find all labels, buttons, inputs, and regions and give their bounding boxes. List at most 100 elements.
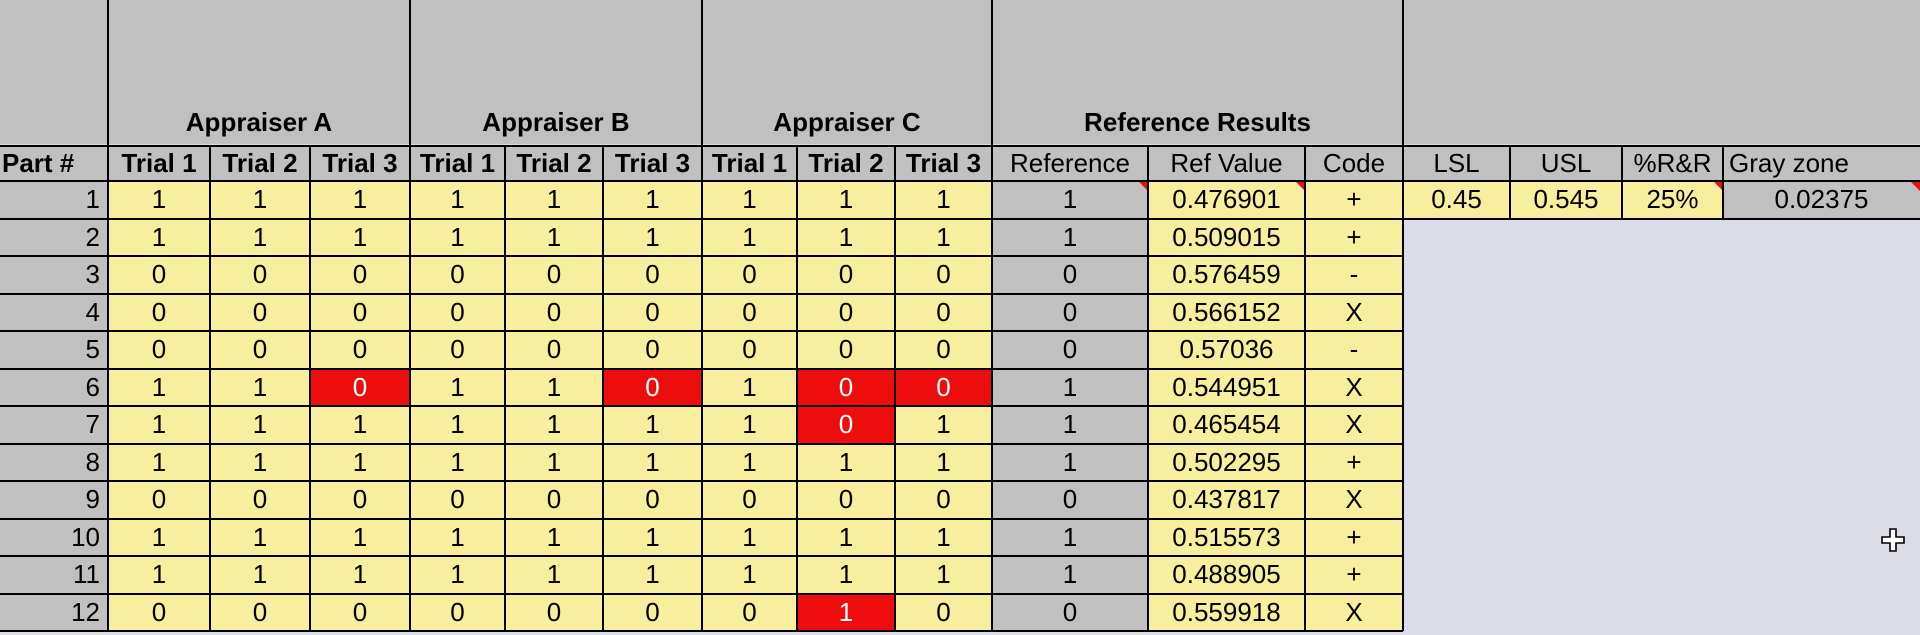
appraiser-b-trial-cell[interactable]: 0 (505, 256, 603, 294)
appraiser-c-trial-cell[interactable]: 0 (702, 481, 797, 519)
ref-value-cell[interactable]: 0.502295 (1148, 443, 1305, 481)
appraiser-b-trial-cell[interactable]: 1 (410, 518, 505, 556)
appraiser-a-trial-cell[interactable]: 0 (210, 481, 310, 519)
code-cell[interactable]: + (1305, 556, 1403, 594)
reference-cell[interactable]: 1 (992, 443, 1148, 481)
appraiser-a-trial-cell[interactable]: 1 (108, 443, 210, 481)
appraiser-a-trial-cell[interactable]: 1 (310, 518, 410, 556)
appraiser-b-trial-cell[interactable]: 1 (410, 443, 505, 481)
appraiser-b-trial-cell[interactable]: 0 (603, 593, 702, 631)
appraiser-a-trial-cell[interactable]: 1 (210, 218, 310, 256)
appraiser-a-trial-cell[interactable]: 1 (108, 218, 210, 256)
appraiser-a-trial-cell[interactable]: 1 (210, 556, 310, 594)
reference-cell[interactable]: 1 (992, 368, 1148, 406)
appraiser-b-trial-cell[interactable]: 1 (505, 218, 603, 256)
appraiser-b-trial-cell[interactable]: 0 (505, 593, 603, 631)
appraiser-b-trial-cell[interactable]: 0 (410, 293, 505, 331)
ref-value-cell[interactable]: 0.509015 (1148, 218, 1305, 256)
appraiser-c-trial-cell[interactable]: 1 (895, 556, 992, 594)
usl-cell[interactable]: 0.545 (1510, 181, 1622, 219)
appraiser-a-trial-cell[interactable]: 0 (310, 256, 410, 294)
appraiser-a-trial-cell[interactable]: 1 (108, 406, 210, 444)
appraiser-a-trial-cell[interactable]: 0 (210, 331, 310, 369)
appraiser-a-trial-cell[interactable]: 1 (210, 406, 310, 444)
appraiser-a-trial-cell[interactable]: 1 (108, 556, 210, 594)
reference-cell[interactable]: 1 (992, 518, 1148, 556)
appraiser-a-trial-cell[interactable]: 0 (310, 293, 410, 331)
appraiser-c-trial-cell[interactable]: 0 (702, 593, 797, 631)
ref-value-cell[interactable]: 0.566152 (1148, 293, 1305, 331)
appraiser-a-trial-cell[interactable]: 0 (310, 481, 410, 519)
reference-cell[interactable]: 1 (992, 218, 1148, 256)
appraiser-b-trial-cell[interactable]: 1 (603, 443, 702, 481)
code-cell[interactable]: + (1305, 181, 1403, 219)
code-cell[interactable]: X (1305, 368, 1403, 406)
code-cell[interactable]: + (1305, 518, 1403, 556)
appraiser-b-trial-cell[interactable]: 0 (505, 293, 603, 331)
appraiser-a-trial-cell[interactable]: 0 (210, 593, 310, 631)
appraiser-b-trial-cell[interactable]: 1 (505, 556, 603, 594)
appraiser-a-trial-cell[interactable]: 1 (210, 181, 310, 219)
appraiser-c-trial-cell[interactable]: 1 (895, 443, 992, 481)
appraiser-b-trial-cell[interactable]: 1 (603, 218, 702, 256)
reference-cell[interactable]: 0 (992, 593, 1148, 631)
appraiser-a-trial-cell[interactable]: 0 (108, 593, 210, 631)
appraiser-b-trial-cell[interactable]: 1 (603, 406, 702, 444)
appraiser-c-trial-cell[interactable]: 1 (797, 518, 895, 556)
appraiser-b-trial-cell[interactable]: 1 (505, 406, 603, 444)
reference-cell[interactable]: 1 (992, 181, 1148, 219)
appraiser-a-trial-cell[interactable]: 1 (108, 518, 210, 556)
appraiser-b-trial-cell[interactable]: 1 (505, 518, 603, 556)
appraiser-c-trial-cell[interactable]: 0 (702, 331, 797, 369)
appraiser-c-trial-cell[interactable]: 1 (895, 518, 992, 556)
appraiser-a-trial-cell[interactable]: 0 (210, 293, 310, 331)
appraiser-c-trial-cell[interactable]: 0 (797, 368, 895, 406)
appraiser-b-trial-cell[interactable]: 1 (505, 443, 603, 481)
appraiser-c-trial-cell[interactable]: 0 (797, 406, 895, 444)
appraiser-b-trial-cell[interactable]: 1 (603, 556, 702, 594)
appraiser-c-trial-cell[interactable]: 1 (702, 406, 797, 444)
appraiser-c-trial-cell[interactable]: 1 (702, 518, 797, 556)
appraiser-b-trial-cell[interactable]: 0 (603, 368, 702, 406)
appraiser-c-trial-cell[interactable]: 0 (797, 293, 895, 331)
ref-value-cell[interactable]: 0.515573 (1148, 518, 1305, 556)
code-cell[interactable]: - (1305, 331, 1403, 369)
appraiser-a-trial-cell[interactable]: 1 (108, 368, 210, 406)
appraiser-a-trial-cell[interactable]: 0 (108, 293, 210, 331)
reference-cell[interactable]: 0 (992, 481, 1148, 519)
appraiser-c-trial-cell[interactable]: 1 (797, 181, 895, 219)
reference-cell[interactable]: 1 (992, 406, 1148, 444)
appraiser-a-trial-cell[interactable]: 0 (310, 593, 410, 631)
code-cell[interactable]: X (1305, 481, 1403, 519)
appraiser-c-trial-cell[interactable]: 0 (702, 256, 797, 294)
appraiser-a-trial-cell[interactable]: 1 (310, 218, 410, 256)
appraiser-a-trial-cell[interactable]: 1 (310, 181, 410, 219)
appraiser-c-trial-cell[interactable]: 1 (895, 406, 992, 444)
appraiser-c-trial-cell[interactable]: 1 (702, 181, 797, 219)
ref-value-cell[interactable]: 0.488905 (1148, 556, 1305, 594)
appraiser-a-trial-cell[interactable]: 0 (108, 331, 210, 369)
appraiser-c-trial-cell[interactable]: 0 (702, 293, 797, 331)
appraiser-a-trial-cell[interactable]: 0 (310, 368, 410, 406)
reference-cell[interactable]: 0 (992, 293, 1148, 331)
ref-value-cell[interactable]: 0.576459 (1148, 256, 1305, 294)
rr-percent-cell[interactable]: 25% (1622, 181, 1723, 219)
appraiser-c-trial-cell[interactable]: 1 (702, 368, 797, 406)
code-cell[interactable]: + (1305, 218, 1403, 256)
reference-cell[interactable]: 1 (992, 556, 1148, 594)
code-cell[interactable]: X (1305, 293, 1403, 331)
code-cell[interactable]: X (1305, 593, 1403, 631)
lsl-cell[interactable]: 0.45 (1403, 181, 1510, 219)
ref-value-cell[interactable]: 0.476901 (1148, 181, 1305, 219)
appraiser-b-trial-cell[interactable]: 1 (410, 406, 505, 444)
appraiser-a-trial-cell[interactable]: 0 (310, 331, 410, 369)
appraiser-c-trial-cell[interactable]: 1 (895, 181, 992, 219)
appraiser-c-trial-cell[interactable]: 1 (797, 556, 895, 594)
appraiser-b-trial-cell[interactable]: 1 (410, 218, 505, 256)
appraiser-a-trial-cell[interactable]: 1 (310, 556, 410, 594)
appraiser-c-trial-cell[interactable]: 1 (797, 218, 895, 256)
appraiser-c-trial-cell[interactable]: 0 (895, 481, 992, 519)
appraiser-c-trial-cell[interactable]: 1 (702, 556, 797, 594)
appraiser-b-trial-cell[interactable]: 1 (505, 368, 603, 406)
ref-value-cell[interactable]: 0.544951 (1148, 368, 1305, 406)
